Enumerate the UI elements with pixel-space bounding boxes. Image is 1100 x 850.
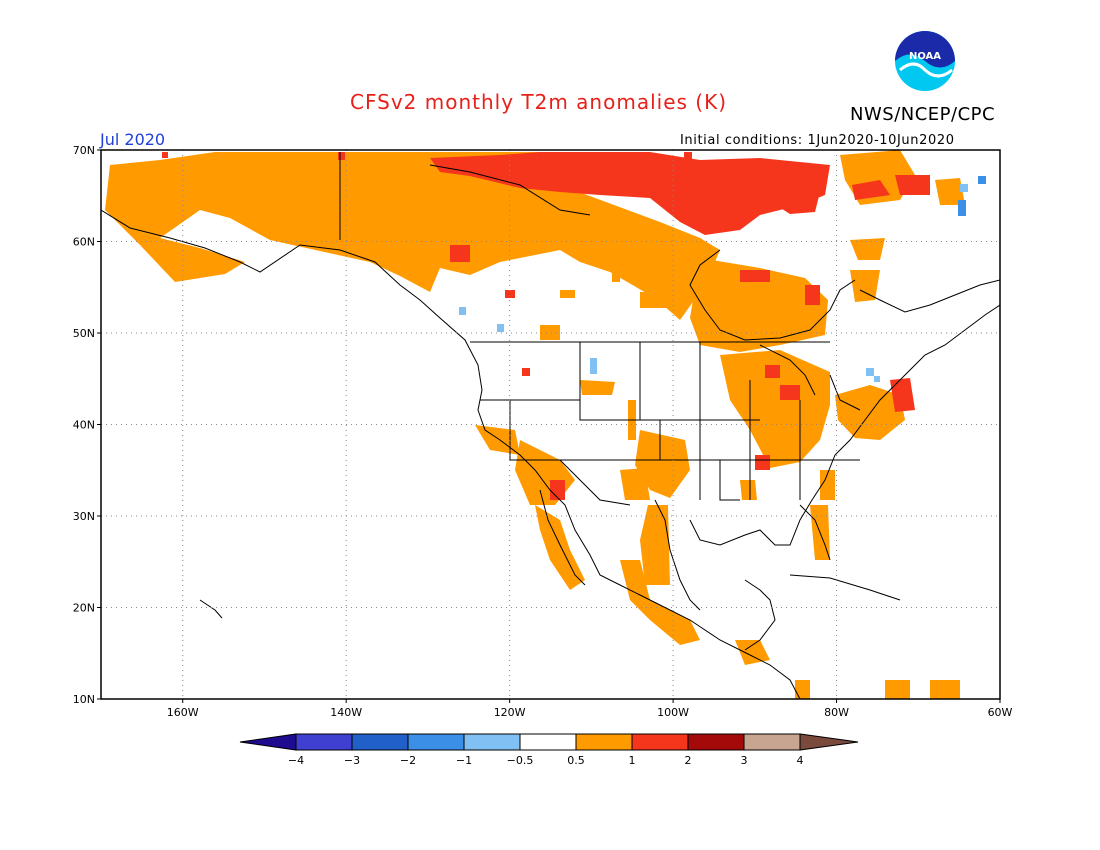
cool-anomaly-05-1: [459, 184, 968, 382]
forecast-month: Jul 2020: [100, 130, 166, 149]
lon-tick-label: 160W: [167, 706, 199, 719]
map-title: CFSv2 monthly T2m anomalies (K): [350, 90, 727, 114]
colorbar-swatch: [463, 733, 521, 751]
colorbar-label: −4: [288, 754, 304, 767]
colorbar-swatch: [407, 733, 465, 751]
lon-tick-label: 120W: [494, 706, 526, 719]
coastlines: [101, 152, 1000, 699]
warm-anomaly-05-1: [105, 150, 965, 699]
lat-tick-label: 60N: [73, 236, 95, 249]
colorbar-label: 1: [629, 754, 636, 767]
colorbar-label: 0.5: [567, 754, 585, 767]
lat-tick-label: 40N: [73, 419, 95, 432]
colorbar-label: −2: [400, 754, 416, 767]
colorbar-label: 4: [797, 754, 804, 767]
logo-text: NOAA: [909, 51, 941, 62]
colorbar-arrow-left: [239, 733, 297, 751]
anomaly-field: [105, 150, 986, 699]
colorbar-swatch: [519, 733, 577, 751]
lat-tick-label: 20N: [73, 602, 95, 615]
colorbar-arrow-right: [799, 733, 859, 751]
latitude-labels: 70N 60N 50N 40N 30N 20N 10N: [73, 144, 101, 706]
initial-conditions: Initial conditions: 1Jun2020-10Jun2020: [680, 133, 955, 148]
lon-tick-label: 80W: [824, 706, 849, 719]
colorbar-swatch: [743, 733, 801, 751]
longitude-labels: 160W 140W 120W 100W 80W 60W: [167, 699, 1013, 719]
noaa-logo-icon: NOAA: [895, 31, 955, 91]
lat-tick-label: 30N: [73, 510, 95, 523]
lat-tick-label: 10N: [73, 693, 95, 706]
colorbar-label: −3: [344, 754, 360, 767]
lat-tick-label: 50N: [73, 327, 95, 340]
colorbar-swatch: [575, 733, 633, 751]
cool-anomaly-1-2: [958, 176, 986, 216]
colorbar-swatch: [687, 733, 745, 751]
lon-tick-label: 140W: [330, 706, 362, 719]
colorbar-label: 2: [685, 754, 692, 767]
colorbar-swatch: [631, 733, 689, 751]
colorbar-label: −1: [456, 754, 472, 767]
colorbar-swatch: [295, 733, 353, 751]
colorbar: −4 −3 −2 −1 −0.5 0.5 1 2 3 4: [239, 733, 859, 767]
lon-tick-label: 100W: [657, 706, 689, 719]
lon-tick-label: 60W: [988, 706, 1013, 719]
colorbar-swatch: [351, 733, 409, 751]
agency-label: NWS/NCEP/CPC: [850, 104, 996, 125]
colorbar-label: −0.5: [507, 754, 534, 767]
lat-tick-label: 70N: [73, 144, 95, 157]
colorbar-label: 3: [741, 754, 748, 767]
warm-anomaly-1-2: [162, 152, 930, 500]
